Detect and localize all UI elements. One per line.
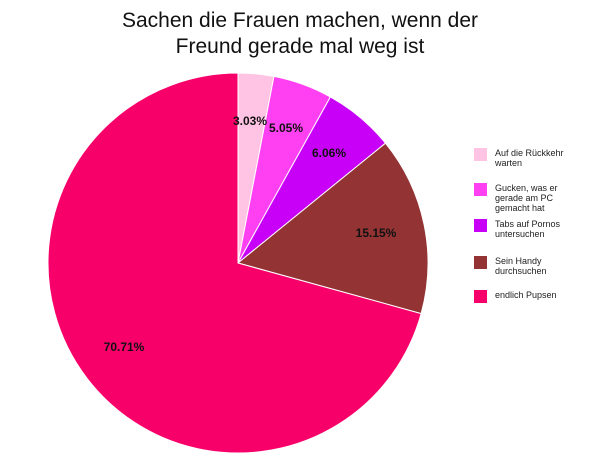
legend-label: Tabs auf Pornos untersuchen bbox=[495, 219, 561, 239]
slice-percent-label: 15.15% bbox=[356, 226, 397, 240]
legend-item: endlich Pupsen bbox=[474, 290, 585, 303]
legend-item: Gucken, was er gerade am PC gemacht hat bbox=[474, 183, 585, 213]
legend-item: Sein Handy durchsuchen bbox=[474, 256, 585, 276]
chart-title: Sachen die Frauen machen, wenn der Freun… bbox=[0, 8, 600, 60]
legend-swatch bbox=[474, 219, 487, 232]
slice-percent-label: 70.71% bbox=[104, 340, 145, 354]
legend-label: Gucken, was er gerade am PC gemacht hat bbox=[495, 183, 558, 213]
legend-label: Auf die Rückkehr warten bbox=[495, 148, 564, 168]
legend-swatch bbox=[474, 148, 487, 161]
legend-item: Auf die Rückkehr warten bbox=[474, 148, 585, 168]
pie-slice-4 bbox=[236, 142, 429, 315]
legend-swatch bbox=[474, 183, 487, 196]
slice-percent-label: 3.03% bbox=[233, 114, 267, 128]
legend-swatch bbox=[474, 290, 487, 303]
slice-percent-label: 5.05% bbox=[269, 121, 303, 135]
legend-label: endlich Pupsen bbox=[495, 290, 557, 300]
slice-percent-label: 6.06% bbox=[312, 146, 346, 160]
legend-label: Sein Handy durchsuchen bbox=[495, 256, 547, 276]
legend-item: Tabs auf Pornos untersuchen bbox=[474, 219, 585, 239]
chart-title-line-2: Freund gerade mal weg ist bbox=[175, 35, 425, 58]
chart-title-line-1: Sachen die Frauen machen, wenn der bbox=[121, 9, 479, 32]
pie-slice-5 bbox=[47, 72, 422, 454]
legend-swatch bbox=[474, 256, 487, 269]
